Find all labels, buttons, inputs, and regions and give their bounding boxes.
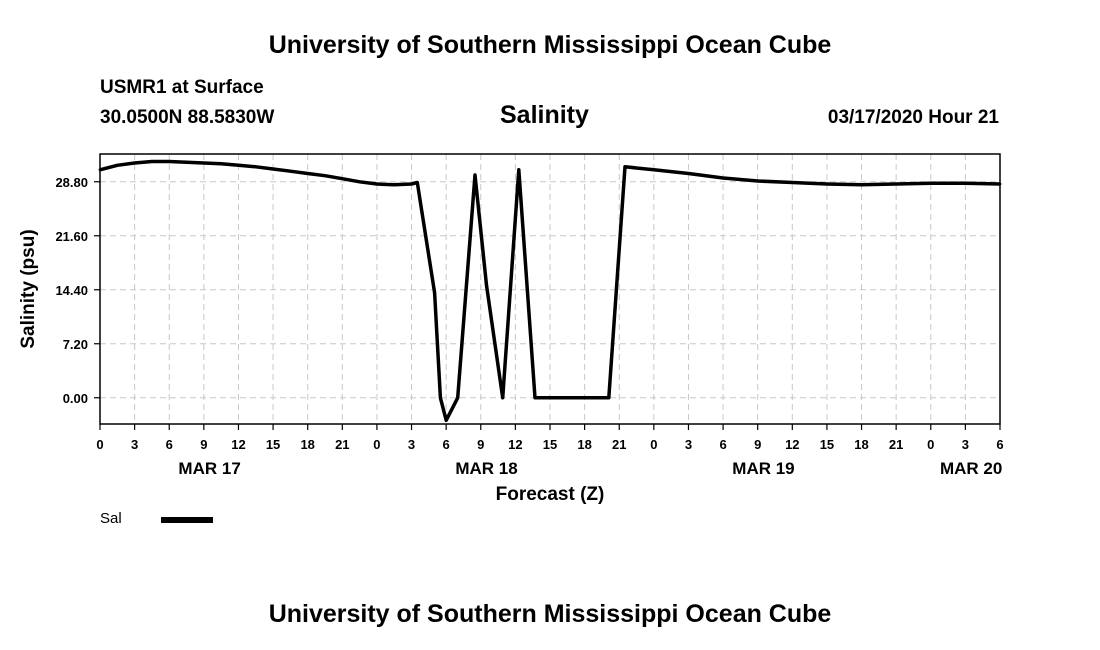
data-point [185, 160, 188, 164]
date-label: MAR 18 [455, 459, 517, 478]
x-tick-label: 6 [443, 437, 450, 452]
x-tick-label: 21 [612, 437, 626, 452]
x-axis: 0 3 6 9 12 15 18 21 0 3 6 9 12 15 18 21 0 3 6 9 12 15 18 21 0 3 6 [96, 424, 1004, 452]
x-tick-label: 6 [719, 437, 726, 452]
data-point [456, 396, 460, 400]
x-tick-label: 12 [508, 437, 522, 452]
data-point [115, 163, 119, 167]
data-point [860, 183, 863, 187]
data-point [288, 169, 292, 173]
data-point [652, 168, 656, 172]
x-tick-label: 9 [477, 437, 484, 452]
data-point [501, 396, 505, 400]
data-point [237, 163, 240, 167]
data-point [306, 172, 310, 175]
data-point [607, 396, 611, 400]
x-tick-label: 0 [650, 437, 657, 452]
data-point [790, 181, 794, 184]
x-tick-label: 18 [300, 437, 314, 452]
x-tick-label: 0 [373, 437, 380, 452]
x-tick-label: 0 [927, 437, 934, 452]
date-label: MAR 20 [940, 459, 1002, 478]
data-point [963, 181, 967, 185]
data-point [549, 396, 553, 400]
x-tick-label: 3 [962, 437, 969, 452]
data-point [565, 396, 569, 400]
data-point [687, 172, 690, 175]
data-point [485, 283, 488, 287]
data-point [444, 418, 448, 422]
footer-title: University of Southern Mississippi Ocean… [268, 600, 832, 628]
data-point [358, 180, 362, 184]
legend-swatch [161, 517, 213, 523]
data-point [375, 182, 379, 186]
date-labels: MAR 17 MAR 18 MAR 19 MAR 20 [178, 459, 1002, 478]
forecast-datetime: 03/17/2020 Hour 21 [827, 107, 999, 128]
page-title: University of Southern Mississippi Ocean… [268, 31, 832, 59]
x-tick-label: 6 [996, 437, 1003, 452]
data-point [473, 173, 477, 177]
data-point [415, 181, 419, 184]
y-tick-label: 7.20 [63, 337, 88, 352]
y-tick-label: 0.00 [63, 391, 88, 406]
x-tick-label: 12 [231, 437, 245, 452]
series-layer [98, 159, 1002, 423]
data-point [825, 182, 829, 186]
date-label: MAR 19 [732, 459, 794, 478]
data-point [593, 396, 597, 400]
date-label: MAR 17 [178, 459, 240, 478]
x-tick-label: 15 [266, 437, 280, 452]
data-point [533, 396, 537, 400]
data-point [929, 181, 933, 185]
grid [100, 154, 1000, 424]
x-tick-label: 9 [754, 437, 761, 452]
data-point [623, 165, 627, 169]
data-point [579, 396, 583, 400]
data-point [756, 179, 760, 183]
chart-title: Salinity [500, 101, 589, 129]
x-axis-label: Forecast (Z) [496, 484, 605, 505]
data-point [340, 177, 344, 181]
station-coordinates: 30.0500N 88.5830W [100, 107, 275, 128]
x-tick-label: 18 [854, 437, 868, 452]
data-point [323, 174, 327, 178]
data-point [410, 182, 413, 186]
data-point [150, 160, 154, 163]
y-tick-label: 21.60 [55, 229, 88, 244]
data-point [202, 161, 206, 165]
data-point [433, 291, 437, 295]
x-tick-label: 3 [408, 437, 415, 452]
x-tick-label: 15 [543, 437, 557, 452]
x-tick-label: 0 [96, 437, 103, 452]
data-point [219, 162, 223, 166]
data-point [271, 167, 275, 171]
y-tick-label: 14.40 [55, 283, 88, 298]
x-tick-label: 12 [785, 437, 799, 452]
station-name: USMR1 at Surface [100, 77, 264, 98]
x-tick-label: 3 [685, 437, 692, 452]
x-tick-label: 21 [889, 437, 903, 452]
data-point [133, 161, 137, 165]
series-line-sal [99, 159, 1001, 423]
data-point [254, 165, 258, 169]
x-tick-label: 3 [131, 437, 138, 452]
data-point [721, 176, 725, 180]
data-point [392, 183, 396, 187]
x-tick-label: 9 [200, 437, 207, 452]
data-point [167, 160, 171, 163]
data-point [438, 396, 442, 400]
x-tick-label: 18 [577, 437, 591, 452]
data-point [894, 182, 898, 186]
y-tick-label: 28.80 [55, 175, 88, 190]
x-tick-label: 6 [166, 437, 173, 452]
x-tick-label: 21 [335, 437, 349, 452]
y-axis-label: Salinity (psu) [18, 229, 39, 348]
legend-label: Sal [100, 510, 122, 527]
data-point [517, 168, 521, 172]
y-axis: 0.00 7.20 14.40 21.60 28.80 [55, 175, 100, 406]
x-tick-label: 15 [820, 437, 834, 452]
